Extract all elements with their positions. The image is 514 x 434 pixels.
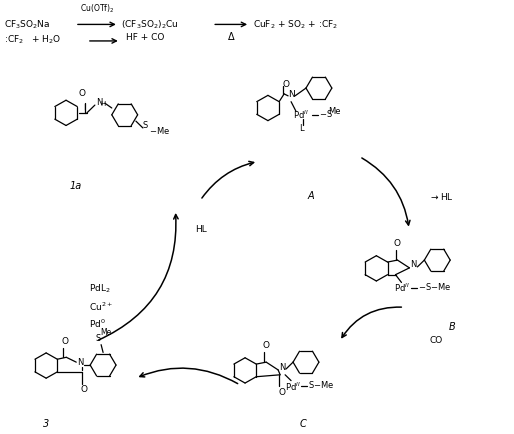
Text: Pd$^0$: Pd$^0$ <box>89 318 106 330</box>
Text: N: N <box>96 98 102 107</box>
Text: Cu$^{2+}$: Cu$^{2+}$ <box>89 300 113 313</box>
Text: 3: 3 <box>43 419 49 429</box>
Text: Pd$^{II}$: Pd$^{II}$ <box>293 109 309 122</box>
Text: CO: CO <box>429 336 443 345</box>
Text: HL: HL <box>195 225 207 233</box>
Text: $\rightarrow$HL: $\rightarrow$HL <box>429 191 454 202</box>
Text: N: N <box>410 260 417 270</box>
Text: (CF$_3$SO$_2$)$_2$Cu: (CF$_3$SO$_2$)$_2$Cu <box>121 19 178 31</box>
Text: $\Delta$: $\Delta$ <box>227 30 235 42</box>
Text: PdL$_2$: PdL$_2$ <box>89 283 111 296</box>
Text: B: B <box>449 322 456 332</box>
Text: S$-$Me: S$-$Me <box>308 379 334 390</box>
Text: $-$S$-$Me: $-$S$-$Me <box>418 281 452 292</box>
Text: $-$S: $-$S <box>319 108 333 119</box>
Text: O: O <box>394 240 400 248</box>
Text: O: O <box>278 388 285 398</box>
Text: A: A <box>308 191 315 201</box>
Text: Cu(OTf)$_2$: Cu(OTf)$_2$ <box>80 2 114 15</box>
Text: C: C <box>300 419 306 429</box>
Text: 1a: 1a <box>69 181 81 191</box>
Text: N: N <box>288 90 295 99</box>
Text: CuF$_2$ + SO$_2$ + :CF$_2$: CuF$_2$ + SO$_2$ + :CF$_2$ <box>253 19 338 31</box>
Text: O: O <box>79 89 86 98</box>
Text: :CF$_2$   + H$_2$O: :CF$_2$ + H$_2$O <box>5 33 62 46</box>
Text: N: N <box>279 362 285 372</box>
Text: HF + CO: HF + CO <box>126 33 164 42</box>
Text: Pd$^{II}$: Pd$^{II}$ <box>394 282 409 295</box>
Text: O: O <box>262 342 269 351</box>
Text: $-$Me: $-$Me <box>149 125 170 136</box>
Text: S: S <box>143 122 148 131</box>
Text: O: O <box>80 385 87 395</box>
Text: CF$_3$SO$_2$Na: CF$_3$SO$_2$Na <box>5 19 51 31</box>
Text: L: L <box>299 125 304 133</box>
Text: Me: Me <box>328 107 340 116</box>
Text: N: N <box>77 358 84 367</box>
Text: S: S <box>95 334 100 343</box>
Text: O: O <box>282 80 289 89</box>
Text: O: O <box>61 337 68 345</box>
Text: Pd$^{II}$: Pd$^{II}$ <box>285 380 301 393</box>
Text: Me: Me <box>100 329 112 338</box>
Text: H: H <box>101 101 106 107</box>
